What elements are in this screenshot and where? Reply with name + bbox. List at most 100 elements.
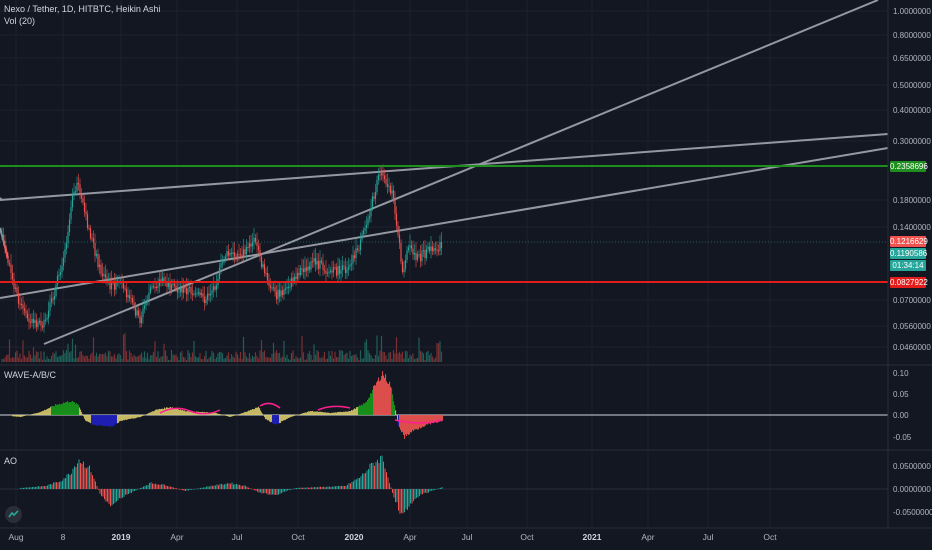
ao-bar: [422, 489, 423, 495]
candle-body: [85, 211, 87, 215]
volume-bar: [196, 357, 198, 362]
wave-bar: [31, 414, 33, 415]
volume-bar: [428, 355, 431, 362]
candle-body: [22, 304, 24, 309]
wave-bar: [116, 415, 118, 424]
candle-body: [50, 298, 53, 303]
wave-bar: [131, 415, 133, 419]
ao-bar: [224, 484, 225, 489]
wave-bar: [128, 415, 130, 420]
candle-body: [80, 194, 83, 199]
ao-bar: [291, 489, 293, 490]
candle-body: [37, 322, 39, 328]
candle-body: [5, 249, 8, 257]
ao-bar: [368, 469, 369, 489]
wave-bar: [231, 415, 233, 417]
wave-bar: [17, 415, 19, 417]
ao-bar: [26, 487, 27, 489]
wave-bar: [126, 415, 128, 420]
wave-bar: [40, 411, 42, 415]
wave-bar: [271, 415, 273, 422]
wave-bar: [148, 413, 150, 415]
ao-bar: [245, 485, 246, 489]
ao-bar: [72, 468, 74, 489]
candle-body: [82, 198, 84, 203]
volume-bar: [152, 352, 155, 362]
candle-body: [434, 248, 437, 250]
candle-body: [427, 246, 429, 250]
candle-body: [310, 261, 312, 270]
ao-bar: [200, 487, 201, 489]
wave-bar: [388, 383, 390, 415]
ao-bar: [42, 486, 44, 489]
wave-bar: [322, 412, 324, 415]
wave-bar: [353, 409, 355, 415]
volume-bar: [43, 351, 45, 362]
ao-bar: [399, 489, 401, 514]
wave-bar: [373, 386, 375, 415]
tradingview-logo-icon[interactable]: [5, 506, 22, 523]
wave-bar: [431, 415, 433, 423]
volume-bar: [79, 351, 81, 362]
ao-bar: [98, 489, 99, 490]
volume-bar: [184, 357, 186, 362]
ao-bar: [35, 487, 36, 489]
candle-body: [359, 239, 362, 251]
wave-bar: [418, 415, 420, 430]
volume-bar: [110, 356, 113, 362]
volume-bar: [440, 351, 443, 362]
volume-bar: [4, 357, 6, 362]
wave-bar: [168, 407, 170, 415]
volume-bar: [278, 352, 281, 362]
ao-bar: [377, 459, 378, 489]
volume-bar: [167, 359, 170, 362]
candle-body: [271, 287, 273, 289]
wave-bar: [158, 409, 160, 415]
candle-body: [68, 219, 71, 232]
candle-body: [367, 218, 369, 225]
wave-bar: [178, 409, 180, 415]
time-label: Oct: [520, 532, 534, 542]
volume-bar: [404, 350, 407, 362]
ao-bar: [278, 489, 279, 495]
ao-bar: [122, 489, 123, 498]
wave-bar: [442, 415, 444, 421]
ao-bar: [401, 489, 402, 513]
candle-body: [67, 231, 69, 244]
candle-body: [436, 249, 438, 251]
wave-bar: [214, 412, 216, 415]
ao-bar: [21, 487, 23, 489]
ao-bar: [312, 487, 314, 489]
candle-body: [199, 292, 201, 296]
wave-bar: [368, 398, 370, 415]
wave-bar: [336, 412, 338, 415]
time-label: Jul: [231, 532, 243, 542]
candle-body: [178, 291, 180, 293]
wave-bar: [140, 415, 142, 418]
candle-body: [211, 290, 213, 294]
wave-bar: [25, 415, 27, 416]
candle-body: [17, 293, 20, 304]
volume-bar: [244, 352, 246, 362]
wave-bar: [343, 411, 345, 415]
candle-body: [355, 248, 357, 259]
candle-body: [415, 252, 417, 260]
ao-bar: [123, 489, 125, 497]
wave-bar: [68, 402, 70, 415]
volume-bar: [217, 353, 219, 362]
volume-bar: [380, 336, 383, 362]
ao-tick-label: -0.0500000: [893, 508, 932, 517]
volume-bar: [197, 357, 200, 362]
candle-body: [13, 279, 15, 289]
ao-bar: [90, 472, 92, 489]
volume-bar: [376, 335, 378, 362]
volume-bar: [214, 359, 216, 362]
candle-body: [190, 287, 192, 294]
ao-bar: [39, 486, 41, 489]
wave-bar: [308, 411, 310, 415]
ao-bar: [171, 486, 173, 489]
volume-legend: Vol (20): [4, 16, 36, 26]
volume-bar: [299, 357, 302, 362]
wave-bar: [310, 411, 312, 415]
